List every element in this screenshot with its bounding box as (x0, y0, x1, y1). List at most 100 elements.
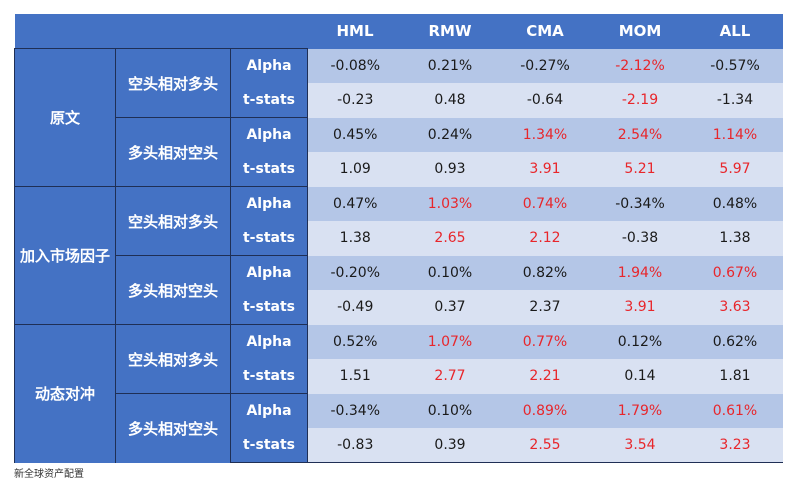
column-header-mom: MOM (592, 14, 688, 49)
value-cell: -2.19 (592, 83, 688, 118)
value-cell: 0.48 (402, 83, 498, 118)
table-row: t-stats 1.51 2.77 2.21 0.14 1.81 (15, 359, 783, 394)
column-header-all: ALL (687, 14, 783, 49)
value-cell: 0.21% (402, 48, 498, 83)
column-header-hml: HML (307, 14, 403, 49)
table-row: t-stats -0.83 0.39 2.55 3.54 3.23 (15, 428, 783, 463)
value-cell: 1.34% (497, 117, 593, 152)
value-cell: 1.81 (687, 359, 783, 394)
table-row: 多头相对空头 Alpha -0.20% 0.10% 0.82% 1.94% 0.… (15, 255, 783, 325)
table-row: 原文 空头相对多头 Alpha -0.08% 0.21% -0.27% -2.1… (14, 48, 783, 187)
subgroup-label-long-vs-short: 多头相对空头 (115, 393, 231, 463)
source-note: 新全球资产配置 (14, 469, 84, 480)
value-cell: -0.57% (687, 48, 783, 83)
value-cell: -0.20% (307, 255, 403, 290)
metric-label: Alpha (230, 186, 308, 221)
value-cell: 5.21 (592, 152, 688, 187)
value-cell: 3.23 (687, 428, 783, 463)
metric-label: t-stats (230, 290, 308, 325)
value-cell: -0.64 (497, 83, 593, 118)
metric-label: Alpha (230, 117, 308, 152)
value-cell: -2.12% (592, 48, 688, 83)
value-cell: 1.38 (687, 221, 783, 256)
column-header-rmw: RMW (402, 14, 498, 49)
header-blank-cell (14, 14, 116, 49)
value-cell: 0.93 (402, 152, 498, 187)
value-cell: 0.14 (592, 359, 688, 394)
group-label-market-factor: 加入市场因子 (14, 186, 116, 325)
value-cell: -1.34 (687, 83, 783, 118)
value-cell: 0.48% (687, 186, 783, 221)
header-blank-cell (230, 14, 308, 49)
value-cell: 2.77 (402, 359, 498, 394)
value-cell: 2.54% (592, 117, 688, 152)
value-cell: 1.09 (307, 152, 403, 187)
value-cell: 0.82% (497, 255, 593, 290)
value-cell: 1.94% (592, 255, 688, 290)
value-cell: -0.38 (592, 221, 688, 256)
value-cell: 0.10% (402, 255, 498, 290)
value-cell: 0.77% (497, 324, 593, 359)
subgroup-label-long-vs-short: 多头相对空头 (115, 255, 231, 325)
value-cell: 1.51 (307, 359, 403, 394)
value-cell: 1.07% (402, 324, 498, 359)
table-row: 多头相对空头 Alpha -0.34% 0.10% 0.89% 1.79% 0.… (15, 393, 783, 463)
group-label-original: 原文 (14, 48, 116, 187)
table-row: t-stats 1.09 0.93 3.91 5.21 5.97 (15, 152, 783, 187)
metric-label: Alpha (230, 48, 308, 83)
value-cell: 1.14% (687, 117, 783, 152)
value-cell: 3.54 (592, 428, 688, 463)
subgroup-label-long-vs-short: 多头相对空头 (115, 117, 231, 187)
value-cell: -0.27% (497, 48, 593, 83)
value-cell: -0.23 (307, 83, 403, 118)
value-cell: -0.49 (307, 290, 403, 325)
value-cell: 0.74% (497, 186, 593, 221)
value-cell: 2.55 (497, 428, 593, 463)
subgroup-label-short-vs-long: 空头相对多头 (115, 324, 231, 394)
value-cell: 2.37 (497, 290, 593, 325)
value-cell: 1.79% (592, 393, 688, 428)
value-cell: 0.12% (592, 324, 688, 359)
metric-label: t-stats (230, 83, 308, 118)
table-row: t-stats -0.23 0.48 -0.64 -2.19 -1.34 (15, 83, 783, 118)
metric-label: Alpha (230, 324, 308, 359)
table-row: t-stats -0.49 0.37 2.37 3.91 3.63 (15, 290, 783, 325)
value-cell: 3.91 (592, 290, 688, 325)
results-table: HML RMW CMA MOM ALL 原文 空头相对多头 Alpha -0.0… (14, 14, 783, 463)
metric-label: t-stats (230, 221, 308, 256)
value-cell: 3.91 (497, 152, 593, 187)
value-cell: 1.38 (307, 221, 403, 256)
value-cell: 2.12 (497, 221, 593, 256)
table-row: t-stats 1.38 2.65 2.12 -0.38 1.38 (15, 221, 783, 256)
group-label-dynamic-hedge: 动态对冲 (14, 324, 116, 463)
value-cell: 0.62% (687, 324, 783, 359)
metric-label: Alpha (230, 393, 308, 428)
value-cell: 2.21 (497, 359, 593, 394)
value-cell: 3.63 (687, 290, 783, 325)
value-cell: 5.97 (687, 152, 783, 187)
metric-label: Alpha (230, 255, 308, 290)
value-cell: 0.24% (402, 117, 498, 152)
subgroup-label-short-vs-long: 空头相对多头 (115, 186, 231, 256)
header-row: HML RMW CMA MOM ALL (14, 14, 783, 49)
value-cell: 0.67% (687, 255, 783, 290)
header-blank-cell (115, 14, 231, 49)
value-cell: -0.08% (307, 48, 403, 83)
value-cell: -0.34% (307, 393, 403, 428)
value-cell: 0.61% (687, 393, 783, 428)
value-cell: 0.45% (307, 117, 403, 152)
metric-label: t-stats (230, 428, 308, 463)
metric-label: t-stats (230, 152, 308, 187)
subgroup-label-short-vs-long: 空头相对多头 (115, 48, 231, 118)
value-cell: -0.83 (307, 428, 403, 463)
metric-label: t-stats (230, 359, 308, 394)
table-row: 加入市场因子 空头相对多头 Alpha 0.47% 1.03% 0.74% -0… (14, 186, 783, 325)
value-cell: 0.37 (402, 290, 498, 325)
value-cell: 0.39 (402, 428, 498, 463)
value-cell: 1.03% (402, 186, 498, 221)
value-cell: 0.47% (307, 186, 403, 221)
table-row: 多头相对空头 Alpha 0.45% 0.24% 1.34% 2.54% 1.1… (15, 117, 783, 187)
value-cell: 2.65 (402, 221, 498, 256)
value-cell: -0.34% (592, 186, 688, 221)
table-row: 动态对冲 空头相对多头 Alpha 0.52% 1.07% 0.77% 0.12… (14, 324, 783, 463)
